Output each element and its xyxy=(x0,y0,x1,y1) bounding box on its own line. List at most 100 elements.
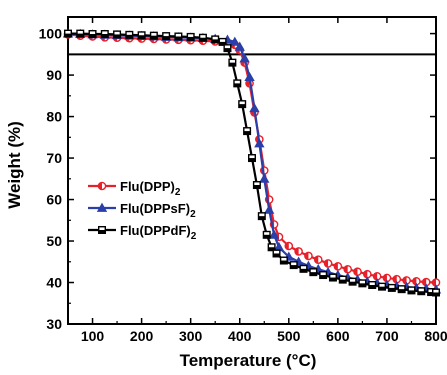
x-tick-label: 200 xyxy=(130,328,154,344)
y-tick-label: 40 xyxy=(46,275,62,291)
x-tick-label: 500 xyxy=(277,328,301,344)
data-point-fill xyxy=(101,34,109,38)
data-point-fill xyxy=(263,234,271,239)
data-point-fill xyxy=(280,260,288,264)
data-point-fill xyxy=(199,37,207,42)
data-point-fill xyxy=(334,262,338,270)
legend-label: Flu(DPP)2 xyxy=(120,179,181,198)
axes xyxy=(67,16,437,325)
data-point-fill xyxy=(349,281,356,285)
data-point xyxy=(244,71,255,82)
data-point-fill xyxy=(162,36,170,40)
data-point-fill xyxy=(211,39,219,43)
legend-label: Flu(DPPdF)2 xyxy=(120,223,197,242)
data-point-fill xyxy=(126,34,133,39)
data-point-fill xyxy=(258,216,266,220)
data-point-fill xyxy=(187,36,194,41)
data-point-fill xyxy=(273,253,280,257)
data-point-fill xyxy=(432,278,436,287)
x-tick-label: 100 xyxy=(81,328,105,344)
data-point-fill xyxy=(402,276,407,285)
series-2 xyxy=(63,29,441,297)
data-point-fill xyxy=(310,272,317,276)
data-point-fill xyxy=(408,290,415,294)
data-point-fill xyxy=(219,41,226,46)
x-tick-label: 400 xyxy=(228,328,252,344)
y-tick-label: 90 xyxy=(46,67,62,83)
legend-label: Flu(DPPsF)2 xyxy=(120,201,196,220)
data-point-fill xyxy=(138,35,145,39)
data-point-fill xyxy=(150,35,158,39)
data-point-fill xyxy=(175,36,182,40)
y-tick-label: 50 xyxy=(46,233,62,249)
data-point-fill xyxy=(388,287,396,292)
data-point xyxy=(268,229,280,239)
y-tick-label: 70 xyxy=(46,150,62,166)
data-point-fill xyxy=(359,283,366,287)
plot-frame xyxy=(67,16,437,325)
x-tick-label: 600 xyxy=(326,328,350,344)
x-tick-label: 700 xyxy=(375,328,399,344)
data-point-fill xyxy=(98,182,102,190)
x-axis-title: Temperature (°C) xyxy=(180,351,317,370)
data-point-fill xyxy=(304,252,309,260)
legend-item: Flu(DPPdF)2 xyxy=(88,223,197,242)
y-tick-label: 60 xyxy=(46,192,62,208)
data-point-fill xyxy=(113,34,121,38)
legend-label-subscript: 2 xyxy=(191,231,197,242)
data-point-fill xyxy=(329,277,337,281)
data-point-fill xyxy=(76,33,84,37)
data-point-fill xyxy=(339,279,347,283)
x-tick-label: 300 xyxy=(179,328,203,344)
data-point-fill xyxy=(295,247,299,255)
data-point-fill xyxy=(427,292,435,296)
data-point-fill xyxy=(319,275,327,279)
data-point-fill xyxy=(353,268,358,276)
data-point-fill xyxy=(245,79,250,87)
data-point xyxy=(263,204,275,214)
data-point-fill xyxy=(238,104,246,108)
data-point-fill xyxy=(422,278,427,286)
x-tick-label: 800 xyxy=(424,328,447,344)
data-point-fill xyxy=(243,131,251,135)
data-point-fill xyxy=(344,265,348,273)
ticks: 100 200 300 400 500 600 700 800 30 40 50 60 70 80 90 10… xyxy=(39,17,447,344)
data-point-fill xyxy=(324,259,329,268)
data-point-fill xyxy=(300,268,307,273)
data-point-fill xyxy=(253,185,261,189)
data-point-fill xyxy=(398,289,405,293)
data-point-fill xyxy=(285,242,289,250)
data-point-fill xyxy=(314,256,319,264)
data-point-fill xyxy=(224,48,231,52)
data-point-fill xyxy=(412,277,417,285)
data-point-fill xyxy=(393,275,397,283)
data-point-fill xyxy=(363,270,368,278)
data-point-fill xyxy=(417,291,425,295)
series-line xyxy=(68,32,437,294)
y-tick-label: 100 xyxy=(39,26,63,42)
data-point-fill xyxy=(290,265,298,269)
data-point-fill xyxy=(378,286,386,290)
data-point xyxy=(229,36,241,46)
y-tick-label: 80 xyxy=(46,109,62,125)
y-tick-label: 30 xyxy=(46,316,62,332)
y-axis-title: Weight (%) xyxy=(5,121,24,209)
data-point-fill xyxy=(383,274,387,282)
data-point xyxy=(96,202,108,212)
data-point xyxy=(239,53,250,63)
data-point-fill xyxy=(233,83,241,87)
legend-item: Flu(DPPsF)2 xyxy=(88,201,196,220)
data-point xyxy=(249,102,260,113)
legend-label-subscript: 2 xyxy=(175,187,181,198)
data-point-fill xyxy=(248,158,256,162)
data-point-fill xyxy=(268,247,275,251)
legend-label-subscript: 2 xyxy=(190,209,196,220)
series-layer xyxy=(62,28,442,297)
data-point-fill xyxy=(368,285,376,289)
data-point xyxy=(234,41,245,51)
legend-item: Flu(DPP)2 xyxy=(88,179,181,198)
legend: Flu(DPP)2 Flu(DPPsF)2 Flu(DPPdF)2 xyxy=(88,179,197,242)
data-point xyxy=(254,138,265,148)
data-point-fill xyxy=(64,33,72,37)
